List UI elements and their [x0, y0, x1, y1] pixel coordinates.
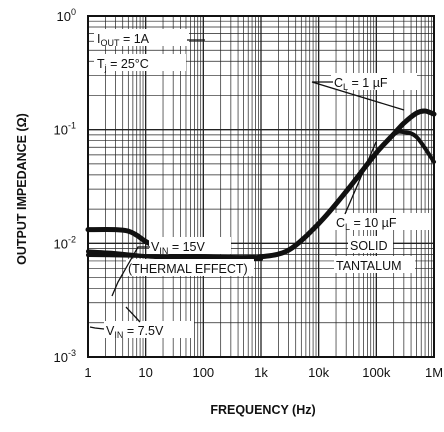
y-axis-title: OUTPUT IMPEDANCE (Ω) [15, 113, 29, 265]
y-tick-label: 10-2 [54, 234, 76, 251]
tick-label-layer: 1 10 100 1k 10k 100k 1M 100 10-1 10-2 10-3 [54, 7, 444, 380]
leader-line [311, 81, 405, 111]
label-background [104, 321, 194, 338]
label-cl-1uf: CL = 1 µF [334, 76, 388, 92]
label-solid: SOLID [350, 239, 388, 253]
leader-line [125, 306, 141, 323]
leader-line [89, 326, 105, 330]
x-tick-label: 100 [192, 365, 214, 380]
x-tick-label: 1M [425, 365, 443, 380]
label-cl-10uf: CL = 10 µF [336, 216, 397, 232]
label-vin-15v: VIN = 15V [151, 240, 205, 256]
label-background [348, 236, 393, 253]
label-thermal-effect: (THERMAL EFFECT) [128, 262, 248, 276]
label-background [94, 29, 189, 46]
y-tick-label: 100 [57, 7, 76, 24]
condition-tj: Tj = 25°C [97, 57, 149, 73]
x-tick-label: 10 [138, 365, 152, 380]
y-tick-label: 10-3 [54, 348, 76, 365]
plot-frame [87, 15, 435, 358]
x-tick-label: 1 [84, 365, 91, 380]
leader-line [344, 141, 377, 215]
label-background [126, 259, 254, 276]
label-vin-7-5v: VIN = 7.5V [106, 324, 164, 340]
condition-iout: IOUT = 1A [97, 32, 150, 48]
label-background [149, 237, 231, 254]
label-tantalum: TANTALUM [336, 259, 402, 273]
annotation-layer: IOUT = 1A Tj = 25°C VIN = 15V (THERMAL EFFE… [89, 29, 431, 340]
x-tick-label: 10k [308, 365, 329, 380]
label-background [334, 256, 415, 273]
x-tick-label: 100k [362, 365, 391, 380]
label-background [333, 213, 431, 230]
x-axis-title: FREQUENCY (Hz) [210, 403, 315, 417]
x-tick-label: 1k [254, 365, 268, 380]
label-background [331, 73, 417, 90]
label-background [94, 54, 186, 71]
chart-grid [88, 16, 434, 357]
leader-line [111, 246, 150, 297]
y-tick-label: 10-1 [54, 121, 76, 138]
